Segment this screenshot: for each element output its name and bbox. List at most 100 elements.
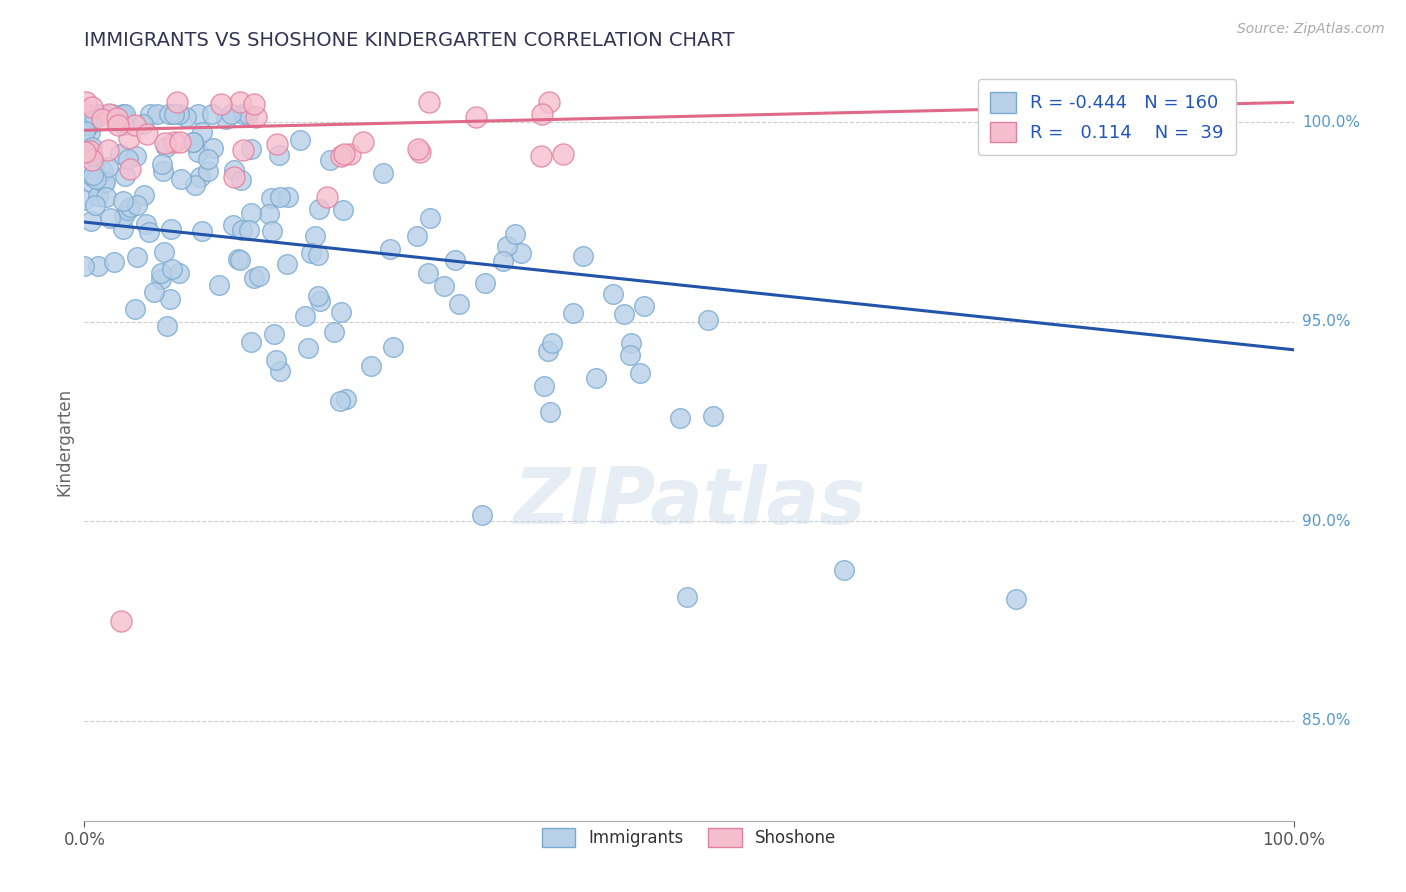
Point: [264, 353, 287, 368]
Point: [145, 107, 167, 121]
Point: [332, 147, 354, 161]
Point: [238, 223, 260, 237]
Point: [294, 309, 316, 323]
Point: [84, 172, 107, 186]
Point: [260, 190, 283, 204]
Point: [585, 371, 607, 385]
Point: [201, 107, 224, 121]
Point: [510, 246, 533, 260]
Point: [215, 112, 238, 127]
Point: [82, 140, 104, 154]
Point: [260, 224, 283, 238]
Point: [138, 225, 160, 239]
Point: [247, 269, 270, 284]
Point: [276, 257, 298, 271]
Point: [197, 164, 219, 178]
Point: [676, 590, 699, 604]
Point: [187, 107, 209, 121]
Point: [103, 254, 125, 268]
Point: [382, 341, 405, 355]
Point: [613, 307, 636, 321]
Point: [330, 149, 353, 163]
Point: [202, 141, 225, 155]
Point: [299, 246, 322, 260]
Point: [80, 100, 103, 114]
Point: [87, 107, 110, 121]
Point: [277, 190, 299, 204]
Point: [221, 218, 243, 232]
Point: [75, 137, 97, 152]
Point: [150, 157, 173, 171]
Point: [82, 168, 104, 182]
Point: [538, 405, 561, 419]
Point: [229, 253, 252, 268]
Point: [371, 166, 394, 180]
Point: [269, 147, 291, 161]
Point: [181, 136, 204, 150]
Point: [84, 111, 107, 125]
Point: [132, 188, 155, 202]
Point: [232, 107, 254, 121]
Point: [73, 259, 96, 273]
Point: [418, 95, 440, 110]
Point: [98, 107, 121, 121]
Point: [80, 213, 103, 227]
Point: [184, 178, 207, 192]
Point: [219, 107, 242, 121]
Point: [149, 266, 172, 280]
Point: [169, 135, 191, 149]
Point: [492, 253, 515, 268]
Point: [124, 149, 146, 163]
Point: [169, 107, 191, 121]
Point: [97, 161, 120, 175]
Point: [1004, 592, 1026, 607]
Point: [307, 248, 329, 262]
Point: [101, 107, 124, 121]
Point: [406, 229, 429, 244]
Point: [132, 117, 155, 131]
Point: [114, 169, 136, 183]
Point: [87, 259, 110, 273]
Point: [307, 289, 329, 303]
Point: [160, 222, 183, 236]
Point: [136, 127, 159, 141]
Point: [335, 392, 357, 406]
Point: [433, 279, 456, 293]
Point: [98, 107, 121, 121]
Point: [619, 348, 641, 362]
Point: [163, 107, 186, 121]
Point: [112, 119, 135, 133]
Point: [269, 364, 291, 378]
Point: [125, 250, 148, 264]
Point: [409, 145, 432, 159]
Point: [153, 245, 176, 260]
Point: [257, 207, 280, 221]
Point: [117, 153, 139, 167]
Point: [245, 111, 267, 125]
Point: [188, 169, 211, 184]
Point: [633, 300, 655, 314]
Point: [97, 144, 120, 158]
Point: [329, 393, 352, 408]
Point: [79, 145, 101, 159]
Point: [166, 95, 188, 110]
Point: [330, 304, 353, 318]
Point: [75, 95, 97, 110]
Text: 95.0%: 95.0%: [1302, 314, 1350, 329]
Point: [73, 193, 96, 207]
Point: [159, 292, 181, 306]
Text: ZIPatlas: ZIPatlas: [513, 464, 865, 541]
Point: [288, 133, 311, 147]
Point: [228, 252, 250, 267]
Point: [111, 222, 134, 236]
Point: [319, 153, 342, 167]
Point: [157, 107, 180, 121]
Point: [105, 112, 128, 126]
Point: [309, 293, 332, 308]
Point: [110, 108, 132, 122]
Point: [533, 379, 555, 393]
Text: 100.0%: 100.0%: [1302, 115, 1360, 130]
Point: [82, 176, 104, 190]
Point: [73, 145, 96, 159]
Point: [697, 312, 720, 326]
